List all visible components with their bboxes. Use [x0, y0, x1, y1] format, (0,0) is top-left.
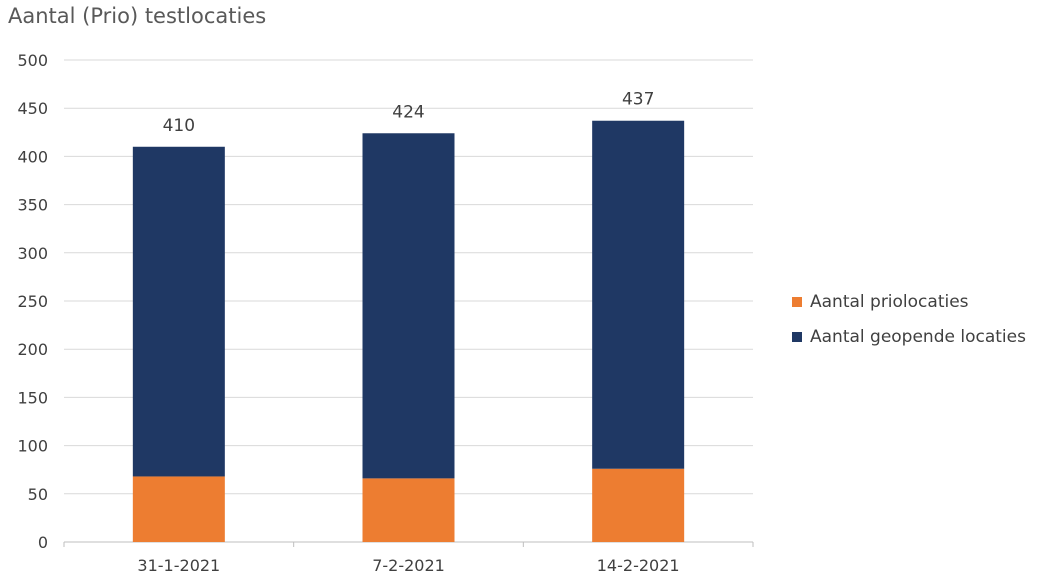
legend: Aantal priolocaties Aantal geopende loca…: [792, 284, 1026, 354]
y-tick-label: 350: [17, 196, 48, 215]
bar-priolocaties: [592, 468, 685, 542]
chart-title: Aantal (Prio) testlocaties: [8, 4, 267, 28]
bar-priolocaties: [132, 476, 225, 542]
bar-geopende-locaties: [132, 146, 225, 477]
y-tick-label: 250: [17, 292, 48, 311]
legend-swatch-priolocaties: [792, 296, 802, 307]
legend-item-geopende-locaties: Aantal geopende locaties: [792, 319, 1026, 354]
y-tick-label: 50: [28, 485, 48, 504]
y-tick-label: 200: [17, 340, 48, 359]
y-tick-label: 300: [17, 244, 48, 263]
legend-label-priolocaties: Aantal priolocaties: [810, 291, 969, 312]
legend-label-geopende-locaties: Aantal geopende locaties: [810, 326, 1026, 347]
x-tick-label: 31-1-2021: [137, 556, 220, 575]
bar-total-label: 437: [622, 90, 654, 110]
y-tick-label: 0: [38, 533, 48, 552]
y-tick-label: 150: [17, 388, 48, 407]
bar-total-label: 410: [163, 116, 195, 136]
bar-total-label: 424: [392, 102, 424, 122]
y-tick-label: 450: [17, 99, 48, 118]
legend-swatch-geopende-locaties: [792, 331, 802, 342]
y-tick-label: 500: [17, 51, 48, 70]
x-tick-label: 7-2-2021: [372, 556, 445, 575]
x-tick-label: 14-2-2021: [597, 556, 680, 575]
bar-geopende-locaties: [362, 133, 455, 479]
y-tick-label: 400: [17, 147, 48, 166]
y-tick-label: 100: [17, 437, 48, 456]
bar-priolocaties: [362, 478, 455, 542]
legend-item-priolocaties: Aantal priolocaties: [792, 284, 1026, 319]
bar-geopende-locaties: [592, 120, 685, 469]
